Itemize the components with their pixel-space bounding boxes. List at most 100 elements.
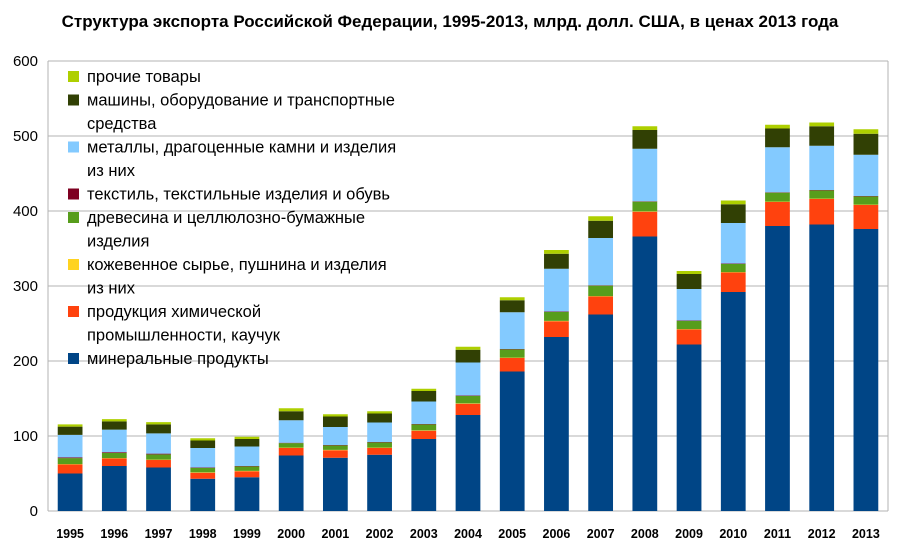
bar-segment-chemical: [720, 272, 746, 292]
bar-segment-machinery: [411, 391, 437, 402]
bar-segment-other: [278, 408, 304, 412]
x-tick-label: 2007: [587, 527, 615, 541]
bar-segment-wood: [278, 443, 304, 448]
bar-segment-mineral: [411, 439, 437, 511]
bar-segment-wood: [853, 196, 879, 205]
legend-label: из них: [87, 280, 136, 298]
x-tick-label: 2010: [719, 527, 747, 541]
bar-segment-other: [411, 388, 437, 391]
legend-label: кожевенное сырье, пушнина и изделия: [87, 256, 387, 274]
bar-segment-mineral: [765, 226, 790, 511]
bar-segment-chemical: [809, 199, 835, 225]
bar-segment-machinery: [544, 253, 569, 269]
bar-segment-wood: [499, 349, 525, 358]
bar-segment-chemical: [411, 430, 437, 439]
bar-segment-metals: [455, 362, 481, 396]
bar-segment-metals: [234, 446, 260, 466]
bar-segment-metals: [322, 427, 348, 445]
bar-segment-other: [367, 411, 392, 414]
y-tick-label: 500: [13, 128, 38, 145]
bar-segment-chemical: [544, 321, 569, 337]
bar-segment-machinery: [720, 204, 746, 223]
legend-label: текстиль, текстильные изделия и обувь: [87, 186, 390, 204]
bar-segment-mineral: [322, 457, 348, 511]
x-tick-label: 2001: [321, 527, 349, 541]
bar-segment-wood: [367, 442, 392, 448]
bar-segment-textile: [146, 453, 171, 455]
legend-item-mineral: минеральные продукты: [68, 350, 269, 368]
bar-segment-chemical: [853, 205, 879, 229]
x-tick-label: 1995: [56, 527, 84, 541]
bar-segment-wood: [234, 466, 260, 471]
bar-segment-chemical: [234, 471, 260, 478]
y-tick-label: 0: [30, 503, 38, 520]
legend-swatch: [68, 71, 79, 82]
chart-title: Структура экспорта Российской Федерации,…: [61, 12, 839, 31]
bar-segment-chemical: [765, 202, 790, 226]
x-tick-label: 1998: [189, 527, 217, 541]
bar-segment-wood: [676, 320, 702, 330]
legend-swatch: [68, 188, 79, 200]
bar-segment-other: [455, 346, 481, 350]
x-tick-label: 2002: [366, 527, 394, 541]
bar-segment-wood: [765, 192, 790, 202]
legend-label: машины, оборудование и транспортные: [87, 92, 395, 110]
bar-segment-chemical: [146, 460, 171, 468]
bar-segment-machinery: [499, 300, 525, 313]
bar-segment-machinery: [322, 416, 348, 427]
bar-segment-other: [146, 422, 171, 425]
bar-segment-chemical: [190, 472, 216, 479]
bar-segment-wood: [544, 311, 569, 321]
bar-segment-chemical: [278, 448, 304, 456]
bar-segment-chemical: [588, 296, 614, 315]
bar-segment-other: [809, 122, 835, 127]
bar-segment-machinery: [190, 440, 216, 448]
legend-label: из них: [87, 162, 136, 180]
bar-segment-mineral: [676, 344, 702, 511]
y-tick-label: 400: [13, 203, 38, 220]
bar-segment-textile: [101, 452, 127, 453]
bar-segment-metals: [101, 429, 127, 453]
bar-segment-other: [853, 129, 879, 134]
legend-swatch: [68, 212, 79, 223]
bar-segment-machinery: [676, 274, 702, 289]
bar-segment-mineral: [234, 477, 260, 511]
x-tick-label: 1999: [233, 527, 261, 541]
bar-segment-machinery: [234, 439, 260, 447]
bar-segment-wood: [809, 190, 835, 199]
bar-segment-wood: [190, 467, 216, 473]
bar-segment-machinery: [853, 133, 879, 155]
bar-segment-wood: [146, 454, 171, 460]
bar-segment-wood: [455, 395, 481, 404]
bar-segment-other: [765, 124, 790, 129]
bar-segment-mineral: [853, 229, 879, 511]
bar-segment-chemical: [676, 329, 702, 345]
bar-segment-other: [632, 126, 658, 130]
bar-segment-metals: [411, 401, 437, 424]
bar-segment-mineral: [544, 337, 569, 511]
bar-segment-metals: [278, 420, 304, 443]
bar-segment-machinery: [588, 220, 614, 238]
y-tick-label: 300: [13, 278, 38, 295]
legend-item-textile: текстиль, текстильные изделия и обувь: [68, 186, 390, 204]
bar-segment-machinery: [367, 413, 392, 423]
bar-segment-metals: [588, 238, 614, 286]
y-axis-ticks: 0 100 200 300 400 500 600: [13, 53, 38, 520]
bar-segment-mineral: [146, 467, 171, 511]
bar-segment-wood: [322, 445, 348, 450]
bar-segment-textile: [57, 457, 83, 459]
x-tick-label: 2004: [454, 527, 482, 541]
bar-segment-mineral: [720, 292, 746, 511]
bar-segment-chemical: [632, 211, 658, 237]
legend-swatch: [68, 94, 79, 106]
bar-segment-metals: [809, 145, 835, 190]
x-tick-label: 2003: [410, 527, 438, 541]
x-tick-label: 2011: [764, 527, 791, 541]
bar-segment-mineral: [632, 236, 658, 511]
bars: [57, 122, 879, 511]
bar-segment-metals: [57, 434, 83, 458]
bar-segment-other: [190, 438, 216, 441]
bar-segment-metals: [499, 312, 525, 349]
x-tick-label: 2012: [808, 527, 836, 541]
